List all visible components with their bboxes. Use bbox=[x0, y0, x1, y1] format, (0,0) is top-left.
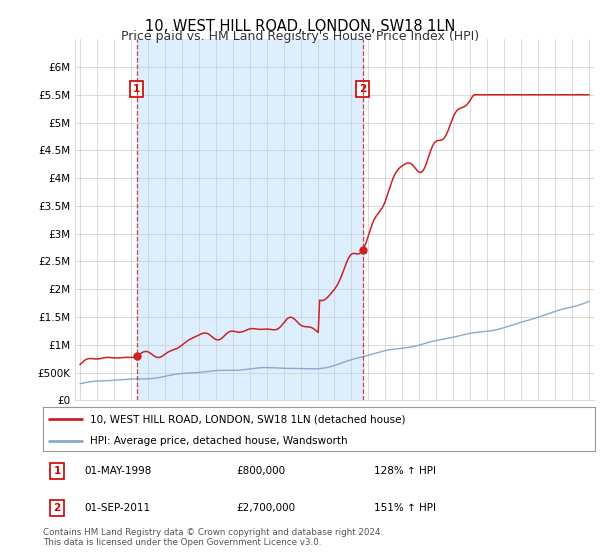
Text: 151% ↑ HPI: 151% ↑ HPI bbox=[374, 503, 436, 513]
Text: 1: 1 bbox=[133, 84, 140, 94]
Text: HPI: Average price, detached house, Wandsworth: HPI: Average price, detached house, Wand… bbox=[90, 436, 348, 446]
Text: 128% ↑ HPI: 128% ↑ HPI bbox=[374, 466, 436, 476]
Text: 10, WEST HILL ROAD, LONDON, SW18 1LN: 10, WEST HILL ROAD, LONDON, SW18 1LN bbox=[145, 19, 455, 34]
Text: £2,700,000: £2,700,000 bbox=[236, 503, 296, 513]
Text: 1: 1 bbox=[53, 466, 61, 476]
Text: 10, WEST HILL ROAD, LONDON, SW18 1LN (detached house): 10, WEST HILL ROAD, LONDON, SW18 1LN (de… bbox=[90, 414, 406, 424]
Text: 01-MAY-1998: 01-MAY-1998 bbox=[85, 466, 152, 476]
Text: 2: 2 bbox=[359, 84, 367, 94]
Bar bbox=[137, 39, 363, 400]
Text: £800,000: £800,000 bbox=[236, 466, 286, 476]
Text: Contains HM Land Registry data © Crown copyright and database right 2024.
This d: Contains HM Land Registry data © Crown c… bbox=[43, 528, 383, 547]
Text: 01-SEP-2011: 01-SEP-2011 bbox=[85, 503, 151, 513]
Text: Price paid vs. HM Land Registry's House Price Index (HPI): Price paid vs. HM Land Registry's House … bbox=[121, 30, 479, 43]
Text: 2: 2 bbox=[53, 503, 61, 513]
